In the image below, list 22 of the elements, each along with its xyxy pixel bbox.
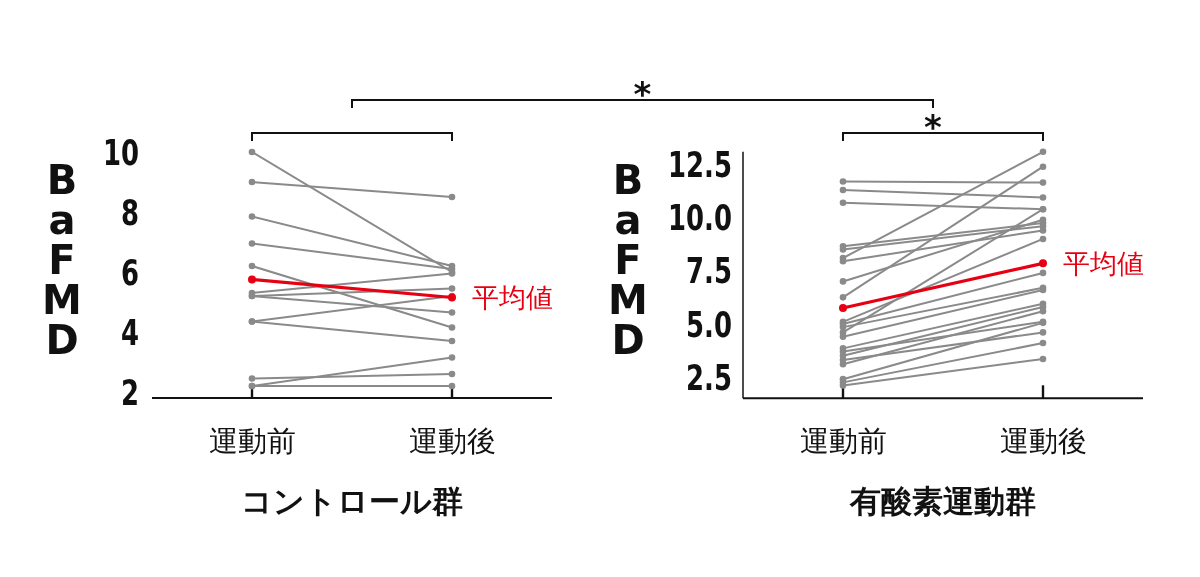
x-tick-label: 運動前 xyxy=(799,424,887,459)
series-label: 平均値 xyxy=(1063,247,1144,279)
y-tick-label: 7.5 xyxy=(686,250,732,292)
series-label: 平均値 xyxy=(472,282,553,313)
x-axis-title: 有酸素運動群 xyxy=(849,483,1036,519)
text: * xyxy=(633,74,652,114)
y-tick-label: 6 xyxy=(120,251,139,293)
y-tick-label: 10 xyxy=(102,131,139,173)
y-axis-title: BaFMD xyxy=(42,157,82,363)
y-axis-title: BaFMD xyxy=(608,157,648,364)
text: * xyxy=(924,107,943,147)
y-tick-label: 2.5 xyxy=(686,356,732,398)
x-tick-label: 運動後 xyxy=(999,424,1087,459)
y-tick-label: 8 xyxy=(120,191,139,233)
y-tick-label: 4 xyxy=(120,311,139,353)
x-tick-label: 運動前 xyxy=(208,424,296,458)
y-tick-label: 2 xyxy=(120,371,139,413)
y-tick-label: 10.0 xyxy=(668,197,732,239)
x-tick-label: 運動後 xyxy=(408,424,496,458)
x-axis-title: コントロール群 xyxy=(241,483,463,519)
y-tick-label: 12.5 xyxy=(668,143,732,186)
y-tick-label: 5.0 xyxy=(686,303,732,345)
